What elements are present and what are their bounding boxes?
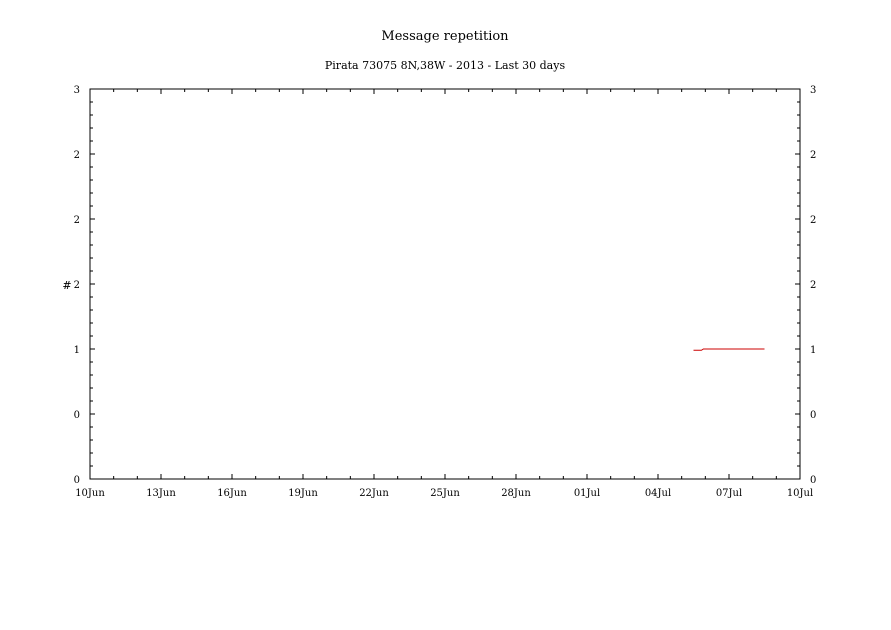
x-tick-label: 25Jun: [430, 488, 460, 499]
x-tick-label: 19Jun: [288, 488, 318, 499]
x-tick-label: 01Jul: [574, 488, 600, 499]
x-tick-label: 07Jul: [716, 488, 742, 499]
plot-frame: [89, 88, 801, 480]
y-tick-label-left: 1: [74, 345, 80, 356]
series-line: [693, 348, 765, 351]
y-tick-label-right: 0: [810, 410, 816, 421]
y-tick-label-right: 2: [810, 215, 816, 226]
y-tick-label-left: 2: [74, 215, 80, 226]
y-tick-label-left: 2: [74, 150, 80, 161]
y-tick-label-right: 1: [810, 345, 816, 356]
y-tick-label-right: 0: [810, 475, 816, 486]
y-tick-label-right: 3: [810, 85, 816, 96]
chart-subtitle: Pirata 73075 8N,38W - 2013 - Last 30 day…: [325, 59, 566, 72]
y-tick-label-left: 0: [74, 410, 80, 421]
tick-labels-layer: 10Jun 13Jun 16Jun 19Jun 22Jun 25Jun 28Jun 01Jul…: [74, 85, 817, 499]
x-tick-label: 10Jun: [75, 488, 105, 499]
x-tick-label: 13Jun: [146, 488, 176, 499]
x-tick-label: 16Jun: [217, 488, 247, 499]
x-tick-label: 10Jul: [787, 488, 813, 499]
y-tick-label-right: 2: [810, 280, 816, 291]
ticks-layer: [89, 88, 801, 480]
chart-title: Message repetition: [381, 29, 509, 44]
series-layer: [693, 348, 765, 351]
x-tick-label: 22Jun: [359, 488, 389, 499]
x-tick-label: 28Jun: [501, 488, 531, 499]
y-tick-label-left: 0: [74, 475, 80, 486]
y-tick-label-left: 2: [74, 280, 80, 291]
y-axis-label: #: [62, 279, 71, 292]
y-tick-label-left: 3: [74, 85, 80, 96]
y-tick-label-right: 2: [810, 150, 816, 161]
x-tick-label: 04Jul: [645, 488, 671, 499]
